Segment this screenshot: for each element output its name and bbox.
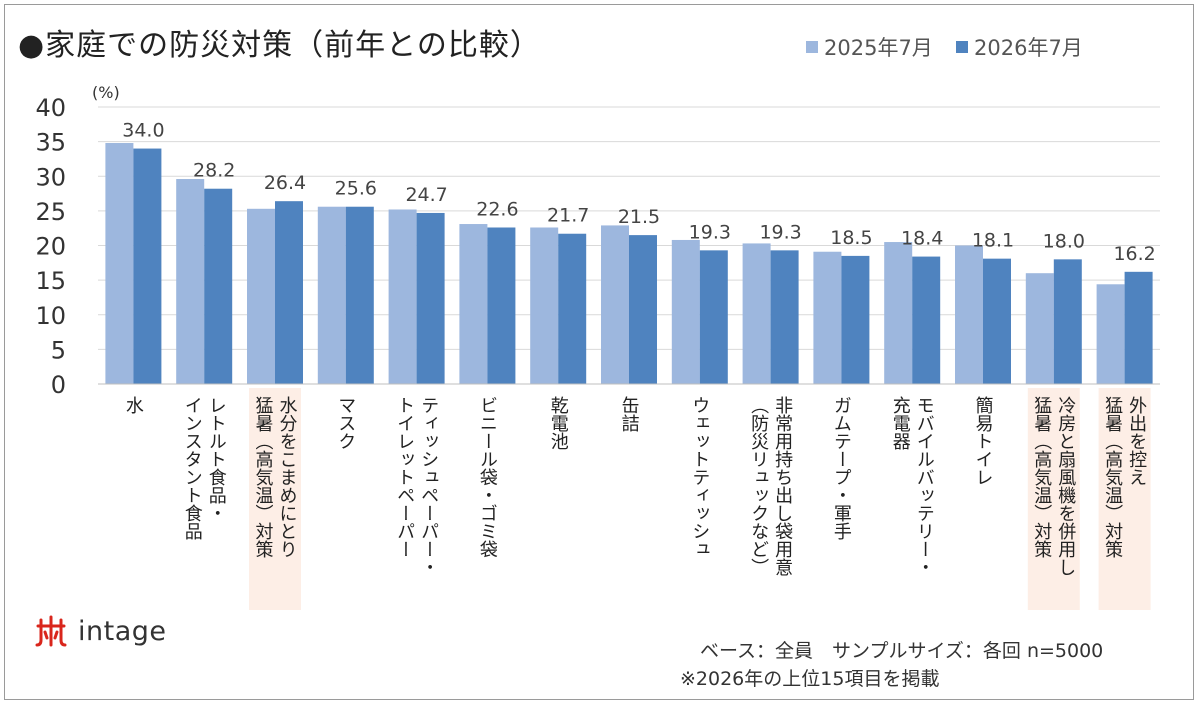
bar-2026 xyxy=(912,256,941,384)
category-label: 外出を控え xyxy=(1126,396,1147,486)
bar-2025 xyxy=(813,251,842,384)
bar-2026 xyxy=(275,201,303,384)
bar-2025 xyxy=(1096,284,1125,384)
y-tick-label: 5 xyxy=(51,336,66,364)
category-label: マスク xyxy=(335,396,356,450)
category-label: 冷房と扇風機を併用し xyxy=(1055,396,1076,576)
data-label: 16.2 xyxy=(1113,243,1155,265)
data-label: 21.5 xyxy=(618,206,660,228)
category-label: 水分をこまめにとり xyxy=(277,396,298,558)
category-label: （防災リュックなど） xyxy=(748,396,769,576)
data-label: 19.3 xyxy=(759,221,801,243)
data-label: 18.0 xyxy=(1043,230,1085,252)
category-label: 水 xyxy=(123,396,144,414)
data-label: 18.5 xyxy=(830,227,872,249)
category-label: 缶詰 xyxy=(619,396,640,432)
legend-label-2026: 2026年7月 xyxy=(974,36,1083,60)
legend-item-2026: 2026年7月 xyxy=(956,32,1083,62)
highlight-box xyxy=(1098,388,1151,610)
data-label: 18.1 xyxy=(972,230,1014,252)
category-label: ビニール袋・ゴミ袋 xyxy=(477,396,498,558)
category-label: インスタント食品 xyxy=(182,396,203,540)
category-label: トイレットペーパー xyxy=(394,396,415,558)
bar-2026 xyxy=(1053,259,1082,384)
logo-text: intage xyxy=(78,615,167,647)
data-label: 18.4 xyxy=(901,228,943,250)
footer-base: ベース：全員 サンプルサイズ：各回 n=5000 xyxy=(700,640,1104,662)
chart-title: ●家庭での防災対策（前年との比較） xyxy=(18,28,541,63)
category-label: モバイルバッテリー・ xyxy=(914,396,935,576)
category-label: 猛暑（高気温）対策 xyxy=(253,396,274,558)
category-label: 猛暑（高気温）対策 xyxy=(1031,396,1052,558)
y-tick-label: 10 xyxy=(35,302,66,330)
bar-2025 xyxy=(884,242,913,384)
category-label: 乾電池 xyxy=(548,396,569,450)
category-label: レトルト食品・ xyxy=(206,396,227,522)
y-axis-unit: (%) xyxy=(92,83,120,102)
bar-2026 xyxy=(558,233,587,384)
bar-2026 xyxy=(841,255,870,384)
bar-2025 xyxy=(247,208,275,384)
y-tick-label: 30 xyxy=(35,163,66,191)
category-label: ウェットティッシュ xyxy=(689,396,710,558)
highlight-box xyxy=(249,388,301,610)
bar-2025 xyxy=(176,179,205,384)
legend-swatch-2026 xyxy=(956,41,968,53)
bar-2025 xyxy=(671,239,700,384)
data-label: 28.2 xyxy=(193,160,235,182)
data-label: 25.6 xyxy=(335,178,377,200)
y-tick-label: 25 xyxy=(35,198,66,226)
bar-2025 xyxy=(601,225,629,384)
bar-2025 xyxy=(955,245,983,384)
data-label: 21.7 xyxy=(547,205,589,227)
data-label: 24.7 xyxy=(405,184,447,206)
data-label: 19.3 xyxy=(689,221,731,243)
legend-swatch-2025 xyxy=(806,41,818,53)
y-tick-label: 35 xyxy=(35,129,66,157)
bar-2026 xyxy=(345,206,374,384)
bar-2026 xyxy=(770,250,799,384)
footer-note: ※2026年の上位15項目を掲載 xyxy=(680,668,940,690)
bar-2026 xyxy=(416,212,445,384)
bar-2025 xyxy=(317,206,346,384)
category-label: ガムテープ・軍手 xyxy=(831,396,852,540)
highlight-box xyxy=(1027,388,1080,610)
bar-2026 xyxy=(699,250,728,384)
data-label: 26.4 xyxy=(264,172,306,194)
bar-2025 xyxy=(459,224,488,384)
category-label: ティッシュペーパー・ xyxy=(418,396,439,576)
bar-2025 xyxy=(388,209,417,384)
intage-logo: intage xyxy=(34,614,167,648)
category-label: 簡易トイレ xyxy=(973,396,994,486)
intage-logo-icon xyxy=(35,615,67,647)
bar-2026 xyxy=(983,258,1011,384)
y-tick-label: 20 xyxy=(35,233,66,261)
bar-2026 xyxy=(629,235,657,384)
category-label: 非常用持ち出し袋用意 xyxy=(772,396,793,576)
category-label: 充電器 xyxy=(890,396,911,450)
y-tick-label: 40 xyxy=(35,94,66,122)
legend-label-2025: 2025年7月 xyxy=(824,36,933,60)
bar-2026 xyxy=(133,148,162,384)
data-label: 22.6 xyxy=(476,198,518,220)
bar-2025 xyxy=(1025,273,1054,384)
bar-2026 xyxy=(204,188,233,384)
bar-2025 xyxy=(742,243,771,384)
legend-item-2025: 2025年7月 xyxy=(806,32,933,62)
data-label: 34.0 xyxy=(122,120,164,142)
bar-2026 xyxy=(487,227,516,384)
bar-2026 xyxy=(1124,271,1153,384)
bar-2025 xyxy=(530,227,559,384)
y-tick-label: 0 xyxy=(51,371,66,399)
bar-2025 xyxy=(105,143,134,384)
y-tick-label: 15 xyxy=(35,267,66,295)
category-label: 猛暑（高気温）対策 xyxy=(1102,396,1123,558)
